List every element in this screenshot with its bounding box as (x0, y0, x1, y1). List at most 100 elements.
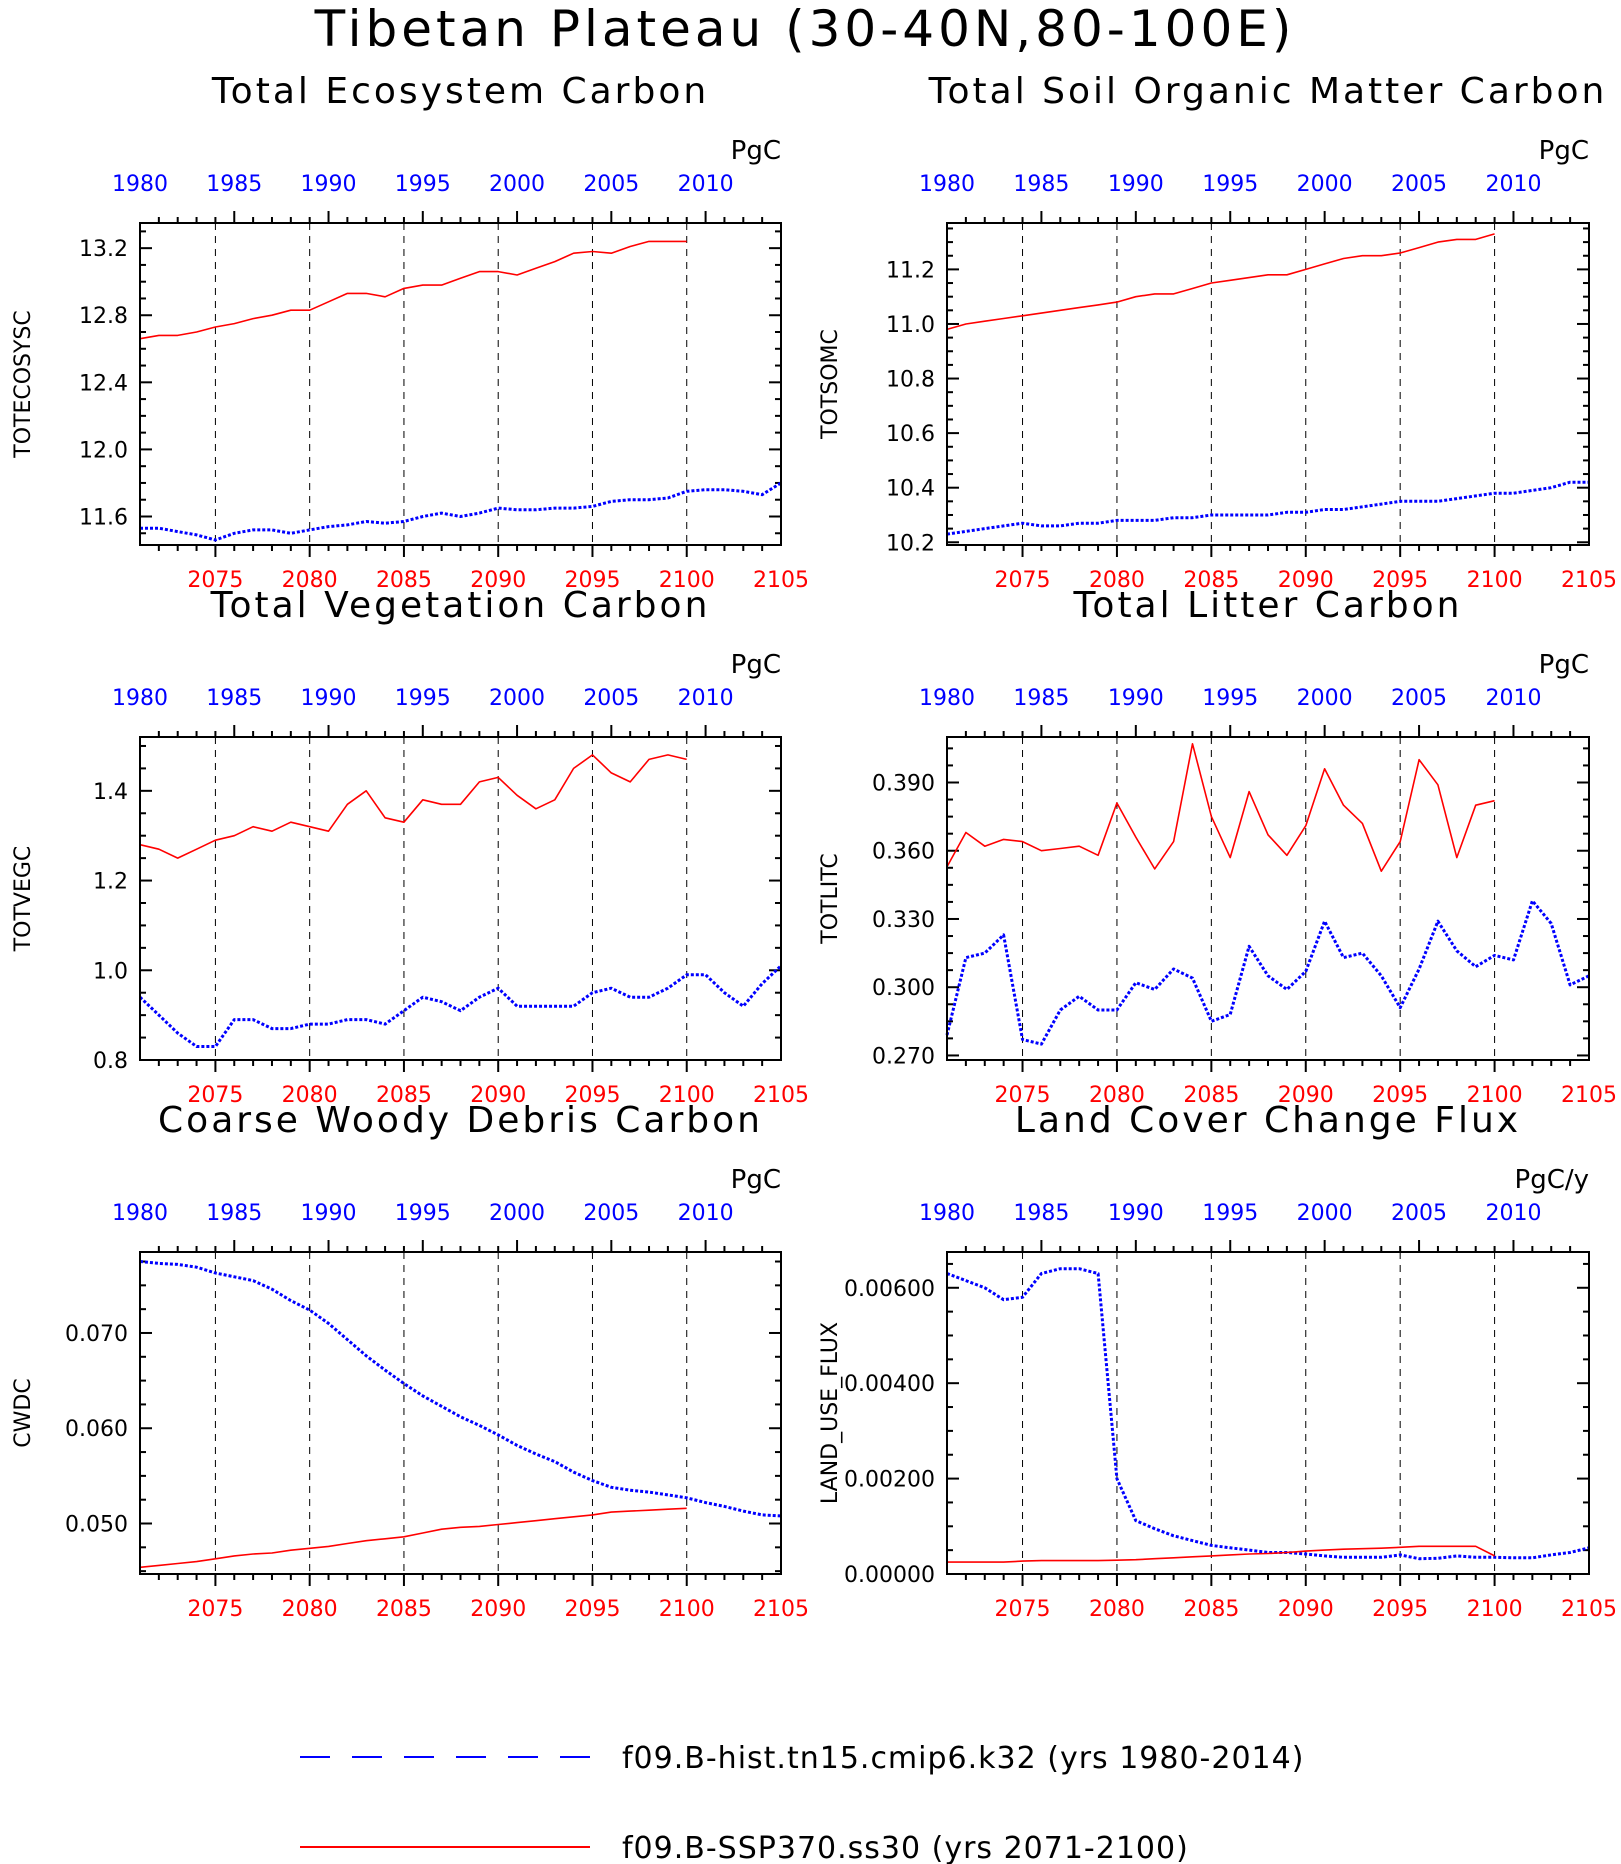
units-label: PgC (1539, 136, 1589, 166)
panels: Total Ecosystem Carbon PgC TOTECOSYSC 2075 2… (11, 71, 1617, 1622)
x-tick-label-top: 2010 (678, 1201, 734, 1226)
x-tick-label-bottom: 2105 (753, 568, 809, 593)
panel-title: Total Ecosystem Carbon (211, 71, 709, 112)
y-tick-label: 0.8 (93, 1049, 128, 1074)
y-tick-label: 0.00200 (844, 1468, 935, 1493)
x-tick-label-bottom: 2100 (1467, 1597, 1523, 1622)
x-tick-label-bottom: 2090 (470, 1083, 526, 1108)
series-line-ssp370 (139, 1507, 687, 1569)
x-tick-label-top: 1990 (301, 1201, 357, 1226)
x-tick-label-bottom: 2100 (659, 568, 715, 593)
x-tick-label-bottom: 2075 (187, 1597, 243, 1622)
x-tick-label-bottom: 2085 (1183, 1597, 1239, 1622)
x-tick-label-top: 2010 (1485, 686, 1541, 711)
x-tick-label-top: 2005 (1391, 1201, 1447, 1226)
y-tick-label: 12.4 (79, 371, 128, 396)
x-tick-label-top: 1990 (301, 686, 357, 711)
panel-4: Total Litter Carbon PgC TOTLITC 2075 2080 208… (818, 585, 1617, 1108)
x-tick-label-bottom: 2100 (1467, 568, 1523, 593)
panel-title: Total Litter Carbon (1073, 585, 1463, 626)
series-line-ssp370 (946, 742, 1495, 873)
y-tick-label: 10.4 (886, 477, 935, 502)
y-tick-label: 0.00400 (844, 1372, 935, 1397)
legend: f09.B-hist.tn15.cmip6.k32 (yrs 1980-2014… (300, 1741, 1304, 1864)
x-tick-label-bottom: 2095 (564, 568, 620, 593)
y-axis-label: TOTVEGC (11, 846, 36, 953)
x-tick-label-bottom: 2090 (470, 1597, 526, 1622)
x-tick-label-top: 1985 (206, 172, 262, 197)
x-tick-label-top: 1995 (1202, 1201, 1258, 1226)
y-tick-label: 0.330 (872, 908, 935, 933)
panel-5: Coarse Woody Debris Carbon PgC CWDC 2075 208… (11, 1100, 809, 1622)
x-tick-label-top: 2010 (1485, 172, 1541, 197)
x-tick-label-bottom: 2095 (1372, 1083, 1428, 1108)
x-tick-label-bottom: 2095 (564, 1083, 620, 1108)
units-label: PgC (731, 650, 781, 680)
y-tick-label: 11.0 (886, 313, 935, 338)
x-tick-label-top: 1995 (395, 686, 451, 711)
y-axis-label: LAND_USE_FLUX (818, 1322, 843, 1504)
x-tick-label-top: 1990 (301, 172, 357, 197)
y-tick-label: 10.8 (886, 368, 935, 393)
y-tick-label: 11.2 (886, 258, 935, 283)
x-tick-label-bottom: 2100 (659, 1597, 715, 1622)
y-tick-label: 1.2 (93, 870, 128, 895)
y-tick-label: 12.8 (79, 304, 128, 329)
x-tick-label-top: 1980 (919, 686, 975, 711)
x-tick-label-top: 1980 (112, 172, 168, 197)
x-tick-label-top: 1980 (112, 1201, 168, 1226)
main-title: Tibetan Plateau (30-40N,80-100E) (314, 0, 1296, 58)
panel-title: Total Soil Organic Matter Carbon (928, 71, 1608, 112)
y-tick-label: 0.060 (65, 1417, 128, 1442)
units-label: PgC (731, 1165, 781, 1195)
plot-frame (139, 1251, 782, 1575)
x-tick-label-bottom: 2085 (376, 568, 432, 593)
x-tick-label-bottom: 2075 (995, 1597, 1051, 1622)
x-tick-label-top: 2000 (1297, 172, 1353, 197)
x-tick-label-top: 1995 (395, 1201, 451, 1226)
x-tick-label-bottom: 2090 (1278, 568, 1334, 593)
x-tick-label-top: 2000 (1297, 686, 1353, 711)
y-tick-label: 0.070 (65, 1322, 128, 1347)
y-tick-label: 13.2 (79, 237, 128, 262)
x-tick-label-bottom: 2090 (1278, 1597, 1334, 1622)
x-tick-label-top: 2005 (1391, 172, 1447, 197)
x-tick-label-top: 2005 (583, 1201, 639, 1226)
x-tick-label-bottom: 2080 (282, 1083, 338, 1108)
x-tick-label-top: 1990 (1108, 1201, 1164, 1226)
series-line-hist (138, 964, 783, 1048)
x-tick-label-bottom: 2075 (995, 568, 1051, 593)
x-tick-label-top: 2000 (489, 172, 545, 197)
x-tick-label-bottom: 2085 (376, 1083, 432, 1108)
x-tick-label-top: 1980 (112, 686, 168, 711)
x-tick-label-bottom: 2075 (187, 568, 243, 593)
plot-frame (946, 1251, 1590, 1575)
series-line-hist (946, 480, 1589, 536)
x-tick-label-bottom: 2085 (376, 1597, 432, 1622)
units-label: PgC/y (1515, 1165, 1589, 1195)
legend-label-2: f09.B-SSP370.ss30 (yrs 2071-2100) (622, 1831, 1189, 1864)
series-line-hist (139, 1260, 782, 1518)
x-tick-label-bottom: 2080 (1089, 1597, 1145, 1622)
panel-2: Total Soil Organic Matter Carbon PgC TOTSO… (818, 71, 1617, 593)
x-tick-label-top: 1990 (1108, 172, 1164, 197)
x-tick-label-top: 2000 (489, 1201, 545, 1226)
y-tick-label: 0.390 (872, 771, 935, 796)
y-tick-label: 0.300 (872, 976, 935, 1001)
series-line-ssp370 (946, 233, 1495, 331)
series-line-hist (946, 1267, 1590, 1561)
x-tick-label-bottom: 2085 (1183, 568, 1239, 593)
series-line-ssp370 (139, 754, 687, 859)
panel-title: Coarse Woody Debris Carbon (158, 1100, 763, 1141)
units-label: PgC (1539, 650, 1589, 680)
x-tick-label-bottom: 2105 (1561, 1083, 1617, 1108)
x-tick-label-bottom: 2075 (187, 1083, 243, 1108)
y-tick-label: 0.00600 (844, 1277, 935, 1302)
x-tick-label-bottom: 2105 (1561, 568, 1617, 593)
x-tick-label-bottom: 2080 (1089, 568, 1145, 593)
legend-label-1: f09.B-hist.tn15.cmip6.k32 (yrs 1980-2014… (622, 1741, 1304, 1776)
x-tick-label-bottom: 2090 (470, 568, 526, 593)
y-tick-label: 1.0 (93, 959, 128, 984)
x-tick-label-bottom: 2080 (282, 1597, 338, 1622)
x-tick-label-top: 2005 (583, 686, 639, 711)
